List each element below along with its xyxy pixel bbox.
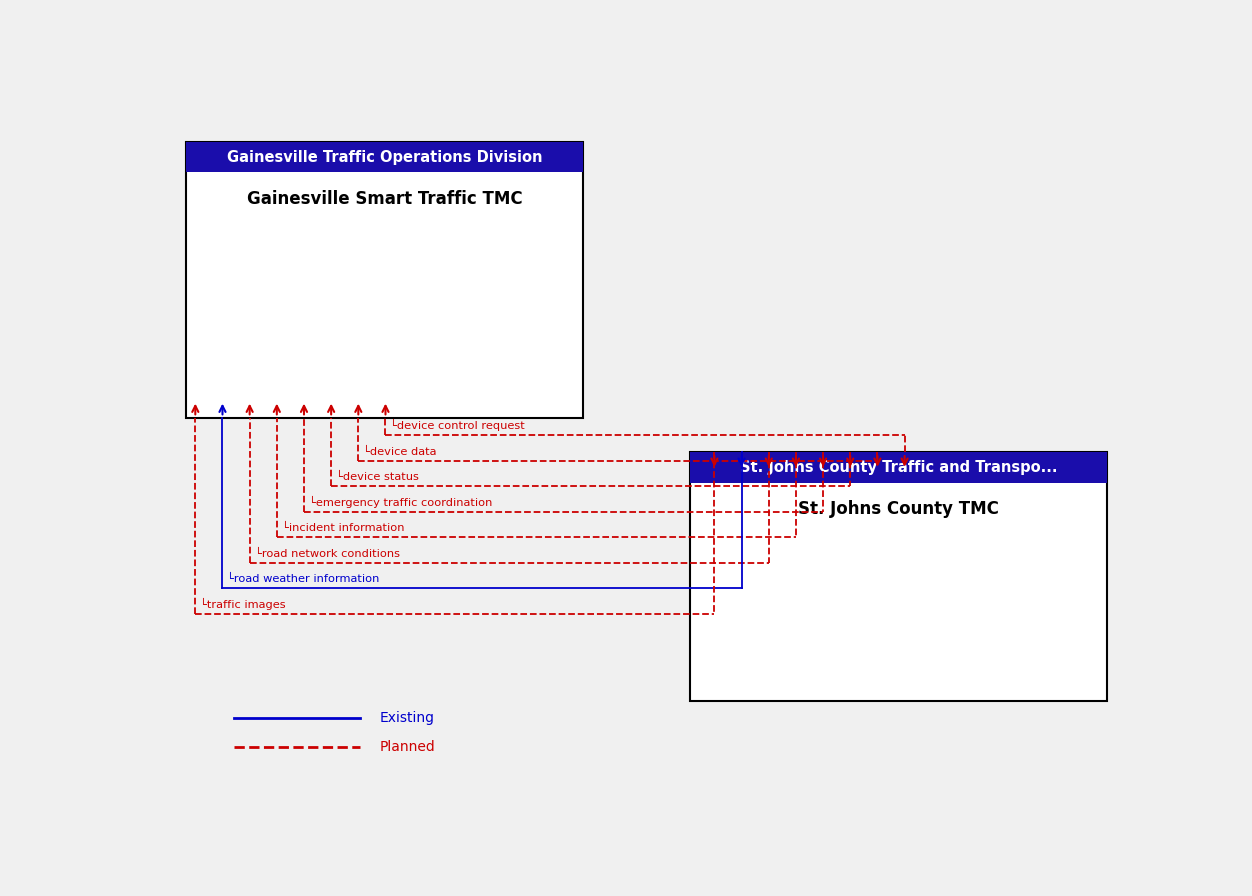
Text: └road weather information: └road weather information [228,574,379,584]
Text: └traffic images: └traffic images [200,598,285,610]
Text: └device data: └device data [363,446,437,457]
Bar [185,142,583,418]
Text: St. Johns County Traffic and Transpo...: St. Johns County Traffic and Transpo... [740,461,1058,475]
Text: Planned: Planned [379,740,436,754]
Text: └device status: └device status [336,472,419,482]
Text: └incident information: └incident information [282,523,404,533]
Text: St. Johns County TMC: St. Johns County TMC [799,500,999,518]
Text: Gainesville Traffic Operations Division: Gainesville Traffic Operations Division [227,150,542,165]
Text: Gainesville Smart Traffic TMC: Gainesville Smart Traffic TMC [247,190,522,208]
Text: Existing: Existing [379,711,434,725]
Bar [690,452,1107,483]
Text: └road network conditions: └road network conditions [254,548,399,559]
Text: └emergency traffic coordination: └emergency traffic coordination [309,495,492,508]
Text: └device control request: └device control request [391,419,525,431]
Bar [185,142,583,172]
Bar [690,452,1107,701]
